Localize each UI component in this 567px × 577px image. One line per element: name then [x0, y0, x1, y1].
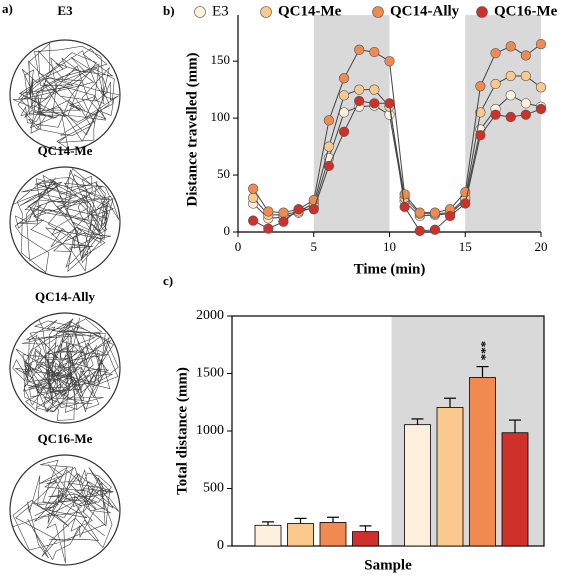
trajectory: [12, 459, 120, 564]
data-point: [505, 90, 516, 101]
data-point: [323, 141, 335, 152]
legend-label: QC14-Ally: [390, 3, 460, 19]
data-point: [520, 50, 531, 61]
data-point: [505, 41, 516, 52]
bar: [404, 424, 431, 547]
y-tick-label: 500: [203, 481, 224, 496]
data-point: [369, 98, 380, 109]
data-point: [338, 107, 350, 118]
x-tick-label: 10: [383, 239, 396, 254]
arena-title: QC16-Me: [38, 431, 93, 446]
data-point: [308, 204, 319, 215]
data-point: [278, 216, 289, 227]
data-point: [399, 189, 410, 200]
data-point: [490, 109, 501, 120]
data-point: [490, 78, 501, 90]
data-point: [263, 223, 274, 234]
legend-label: QC14-Me: [278, 3, 342, 19]
data-point: [414, 225, 425, 236]
y-tick-label: 50: [217, 166, 230, 181]
legend-marker: [476, 6, 488, 18]
data-point: [338, 73, 350, 84]
legend-marker: [372, 6, 384, 18]
x-tick-label: 0: [235, 239, 242, 254]
data-point: [460, 198, 471, 209]
data-point: [429, 224, 441, 235]
arena-title: QC14-Ally: [35, 289, 95, 304]
data-point: [490, 48, 501, 59]
panel-label: b): [163, 3, 175, 18]
arena-title: E3: [57, 3, 73, 18]
y-tick-label: 100: [211, 109, 231, 124]
y-axis-label: Distance travelled (mm): [184, 52, 200, 206]
data-point: [369, 46, 380, 58]
data-point: [505, 70, 516, 82]
data-point: [323, 160, 335, 172]
data-point: [354, 84, 365, 95]
data-point: [248, 215, 259, 226]
data-point: [338, 126, 350, 137]
shaded-region: [465, 15, 541, 232]
y-tick-label: 1000: [196, 423, 224, 438]
data-point: [505, 111, 516, 123]
y-tick-label: 0: [217, 538, 224, 553]
data-point: [445, 210, 456, 222]
arena: [9, 454, 121, 566]
data-point: [535, 82, 547, 93]
bar: [254, 524, 282, 547]
arena: [9, 166, 121, 278]
x-axis-label: Sample: [364, 557, 412, 573]
data-point: [535, 38, 547, 50]
bar: [436, 407, 464, 547]
x-tick-label: 20: [535, 239, 548, 254]
bar: [287, 523, 314, 547]
x-tick-label: 5: [311, 239, 318, 254]
data-point: [414, 207, 425, 218]
y-tick-label: 150: [211, 52, 231, 67]
data-point: [369, 84, 380, 95]
data-point: [248, 183, 259, 194]
data-point: [354, 95, 365, 107]
data-point: [384, 56, 395, 67]
trajectory: [12, 317, 119, 421]
legend-marker: [260, 6, 272, 18]
bar: [352, 531, 379, 547]
data-point: [338, 90, 350, 101]
arena-title: QC14-Me: [38, 143, 93, 158]
data-point: [323, 115, 335, 126]
y-tick-label: 1500: [196, 366, 224, 381]
trajectory: [12, 168, 120, 273]
data-point: [520, 109, 531, 120]
data-point: [520, 70, 531, 82]
data-point: [475, 107, 486, 118]
data-point: [520, 98, 531, 109]
panel-label: c): [163, 273, 173, 288]
y-tick-label: 2000: [196, 308, 224, 323]
data-point: [475, 81, 486, 92]
x-axis-label: Time (min): [354, 261, 426, 277]
data-point: [354, 44, 365, 55]
data-point: [475, 130, 486, 141]
legend-marker: [194, 6, 206, 18]
y-tick-label: 0: [224, 223, 231, 238]
bar: [501, 432, 529, 547]
legend-label: E3: [212, 3, 229, 19]
x-tick-label: 15: [459, 239, 472, 254]
panel-label: a): [2, 1, 13, 16]
data-point: [263, 206, 274, 217]
data-point: [429, 207, 441, 218]
legend-label: QC16-Me: [494, 3, 558, 19]
trajectory: [12, 42, 121, 150]
bar: [469, 377, 496, 547]
data-point: [293, 204, 304, 215]
data-point: [399, 201, 410, 213]
data-point: [384, 98, 395, 109]
significance-label: ***: [477, 341, 492, 361]
y-axis-label: Total distance (mm): [174, 367, 190, 495]
data-point: [535, 103, 547, 115]
bar: [319, 522, 347, 547]
data-point: [278, 207, 289, 218]
arena: [9, 312, 121, 424]
